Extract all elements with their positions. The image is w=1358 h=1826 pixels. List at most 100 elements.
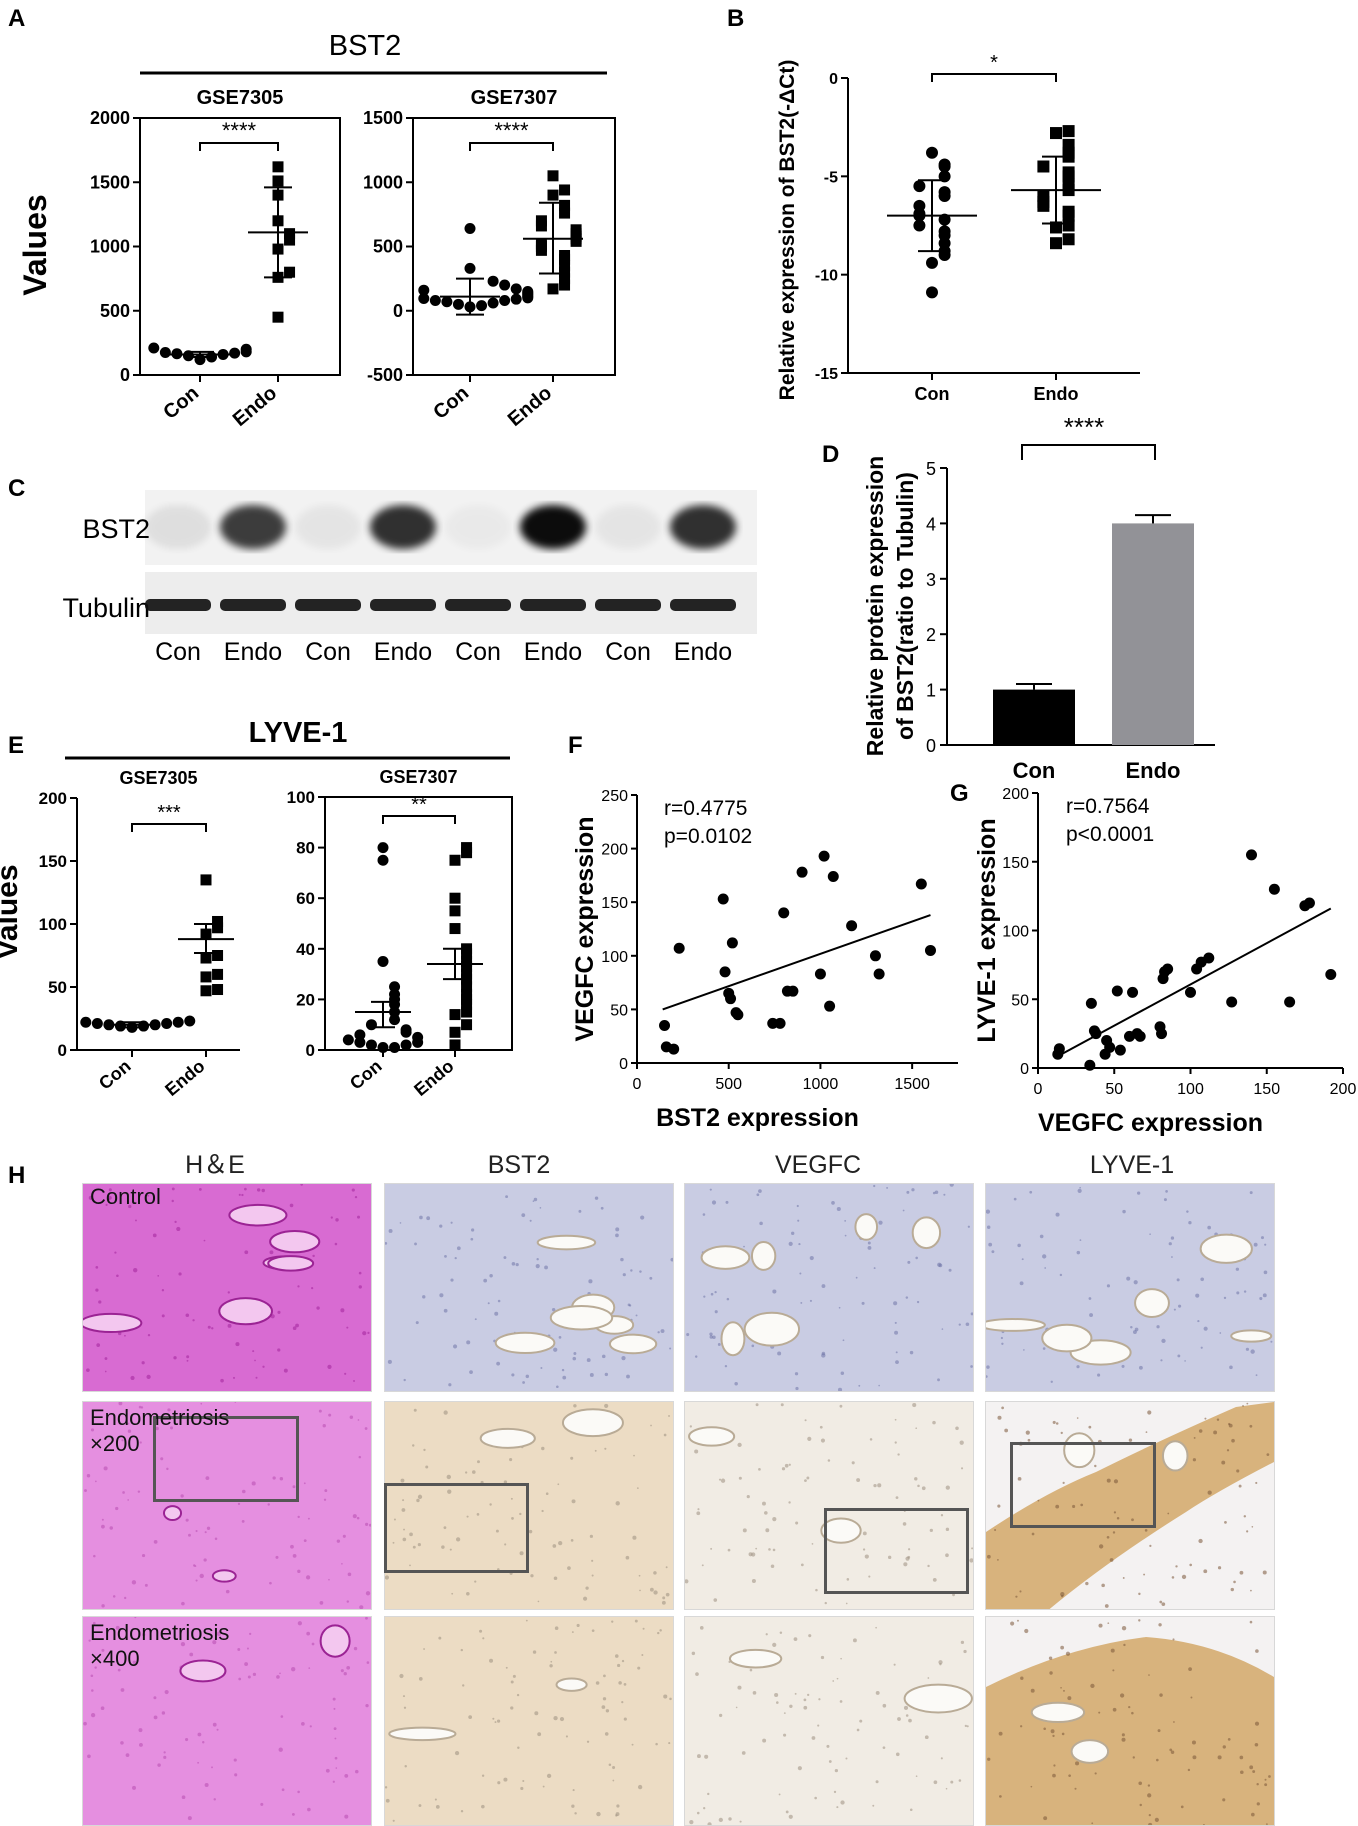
- data-point: [732, 1009, 744, 1021]
- cell-nucleus: [94, 1666, 97, 1669]
- cell-nucleus: [241, 1520, 245, 1523]
- micrograph-bst2-row2: [384, 1401, 674, 1610]
- cell-nucleus: [594, 1196, 599, 1200]
- significance-bracket: [469, 142, 554, 151]
- cell-nucleus: [466, 1340, 471, 1345]
- cell-nucleus: [171, 1187, 175, 1191]
- data-point-endo: [200, 874, 212, 886]
- cell-nucleus: [303, 1539, 307, 1543]
- cell-nucleus: [751, 1578, 756, 1583]
- gland-lumen: [388, 1726, 457, 1742]
- row-label-endo-400: Endometriosis ×400: [90, 1620, 229, 1672]
- cell-nucleus: [567, 1566, 571, 1570]
- cell-nucleus: [283, 1368, 288, 1373]
- cell-nucleus: [166, 1467, 169, 1471]
- cell-nucleus: [809, 1299, 813, 1302]
- data-point-con: [240, 343, 252, 355]
- cell-nucleus: [203, 1239, 206, 1242]
- micrograph-texture: [385, 1184, 673, 1391]
- cell-nucleus: [238, 1677, 242, 1681]
- cell-nucleus: [252, 1672, 257, 1677]
- cell-nucleus: [1139, 1803, 1142, 1807]
- cell-nucleus: [1249, 1620, 1253, 1624]
- data-point: [1111, 985, 1123, 997]
- cell-nucleus: [1109, 1558, 1114, 1562]
- gland-lumen: [688, 1426, 736, 1447]
- cell-nucleus: [362, 1331, 367, 1336]
- cell-nucleus: [116, 1274, 119, 1278]
- regression-line: [1055, 907, 1332, 1058]
- y-axis-label-line1: Relative protein expression: [862, 456, 888, 756]
- cell-nucleus: [297, 1790, 300, 1794]
- cell-nucleus: [894, 1441, 897, 1444]
- cell-nucleus: [571, 1804, 575, 1808]
- cell-nucleus: [351, 1188, 355, 1192]
- gland-lumen: [561, 1408, 624, 1438]
- cell-nucleus: [927, 1564, 930, 1568]
- cell-nucleus: [641, 1654, 644, 1656]
- y-axis-label: Values: [0, 864, 24, 959]
- cell-nucleus: [494, 1721, 497, 1724]
- cell-nucleus: [403, 1528, 405, 1531]
- cell-nucleus: [1249, 1765, 1254, 1770]
- cell-nucleus: [768, 1548, 771, 1551]
- zoom-box-he: [153, 1416, 299, 1502]
- cell-nucleus: [1126, 1276, 1131, 1281]
- cell-nucleus: [385, 1241, 388, 1245]
- data-point-con: [429, 294, 441, 306]
- blot-band-tubulin: [295, 599, 361, 611]
- x-category-label: Endo: [410, 1056, 457, 1100]
- micrograph-bst2-row3: [384, 1616, 674, 1826]
- cell-nucleus: [418, 1677, 423, 1681]
- significance-bracket: [199, 142, 279, 151]
- data-point-endo: [547, 170, 559, 182]
- cell-nucleus: [1254, 1721, 1260, 1726]
- data-point-endo: [284, 266, 296, 278]
- data-point-con: [365, 1019, 377, 1031]
- cell-nucleus: [446, 1474, 451, 1480]
- cell-nucleus: [194, 1565, 197, 1568]
- blot-band-bst2: [370, 505, 436, 549]
- cell-nucleus: [772, 1517, 777, 1522]
- cell-nucleus: [685, 1579, 689, 1584]
- cell-nucleus: [695, 1672, 699, 1676]
- cell-nucleus: [1156, 1325, 1160, 1329]
- cell-nucleus: [178, 1272, 182, 1276]
- cell-nucleus: [737, 1442, 742, 1447]
- cell-nucleus: [346, 1665, 351, 1670]
- cell-nucleus: [185, 1313, 190, 1318]
- data-point-endo: [547, 283, 559, 295]
- cell-nucleus: [665, 1592, 670, 1597]
- cell-nucleus: [511, 1262, 516, 1266]
- cell-nucleus: [1094, 1464, 1097, 1468]
- cell-nucleus: [292, 1326, 297, 1331]
- gland-lumen: [720, 1321, 746, 1357]
- cell-nucleus: [788, 1814, 793, 1819]
- data-point-endo: [1050, 237, 1062, 250]
- cell-nucleus: [1236, 1469, 1240, 1473]
- cell-nucleus: [1226, 1449, 1230, 1452]
- gland-lumen: [820, 1517, 862, 1544]
- cell-nucleus: [90, 1713, 96, 1718]
- data-point-con: [114, 1020, 126, 1032]
- cell-nucleus: [1098, 1544, 1104, 1549]
- data-point-endo: [449, 1026, 461, 1038]
- cell-nucleus: [779, 1631, 783, 1635]
- cell-nucleus: [189, 1652, 194, 1657]
- micrograph-texture: [685, 1402, 973, 1609]
- cell-nucleus: [943, 1193, 946, 1196]
- cell-nucleus: [710, 1547, 713, 1550]
- cell-nucleus: [1113, 1511, 1117, 1514]
- cell-nucleus: [455, 1537, 461, 1542]
- cell-nucleus: [941, 1328, 944, 1330]
- cell-nucleus: [1060, 1592, 1065, 1597]
- cell-nucleus: [138, 1728, 143, 1733]
- cell-nucleus: [234, 1402, 237, 1403]
- cell-nucleus: [1128, 1438, 1133, 1442]
- cell-nucleus: [572, 1356, 577, 1361]
- cell-nucleus: [536, 1258, 539, 1261]
- data-point-con: [184, 1015, 196, 1027]
- cell-nucleus: [556, 1385, 559, 1389]
- cell-nucleus: [864, 1554, 869, 1559]
- cell-nucleus: [897, 1717, 901, 1721]
